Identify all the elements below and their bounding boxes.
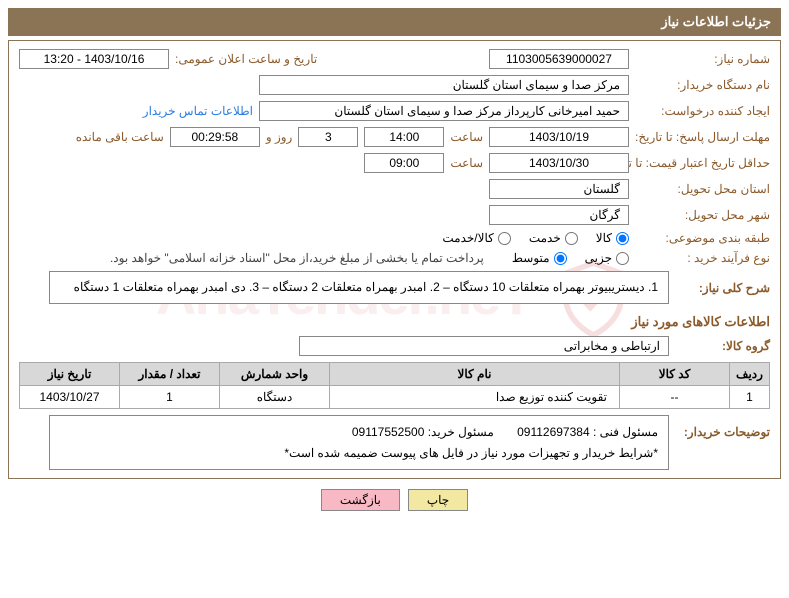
buyer-notes-box: مسئول فنی : 09112697384 مسئول خرید: 0911… [49,415,669,470]
td-date: 1403/10/27 [20,386,120,409]
description-label: شرح کلی نیاز: [675,281,770,295]
category-radio-service[interactable]: خدمت [529,231,578,245]
th-qty: تعداد / مقدار [120,363,220,386]
deadline-days-input [298,127,358,147]
deadline-time-input [364,127,444,147]
row-buyer-notes: توضیحات خریدار: مسئول فنی : 09112697384 … [19,415,770,470]
city-label: شهر محل تحویل: [635,208,770,222]
category-label: طبقه بندی موضوعی: [635,231,770,245]
province-input [489,179,629,199]
goods-table: ردیف کد کالا نام کالا واحد شمارش تعداد /… [19,362,770,409]
requester-input [259,101,629,121]
th-date: تاریخ نیاز [20,363,120,386]
buyer-contact-link[interactable]: اطلاعات تماس خریدار [143,104,253,118]
category-radio-both-input[interactable] [498,232,511,245]
buyer-notes-line1a: مسئول فنی : 09112697384 [517,425,658,439]
validity-time-label: ساعت [450,156,483,170]
category-radio-service-input[interactable] [565,232,578,245]
panel-title: جزئیات اطلاعات نیاز [661,14,771,29]
category-option-0: کالا [596,231,612,245]
td-name: تقویت کننده توزیع صدا [330,386,620,409]
goods-info-title: اطلاعات کالاهای مورد نیاز [19,314,770,330]
row-category: طبقه بندی موضوعی: کالا خدمت کالا/خدمت [19,231,770,245]
goods-group-label: گروه کالا: [675,339,770,353]
deadline-remaining-input [170,127,260,147]
validity-time-input [364,153,444,173]
purchase-type-radio-minor[interactable]: جزیی [585,251,629,265]
purchase-type-option-1: متوسط [512,251,550,265]
purchase-type-radio-group: جزیی متوسط [512,251,629,265]
th-name: نام کالا [330,363,620,386]
row-buyer-org: نام دستگاه خریدار: [19,75,770,95]
th-unit: واحد شمارش [220,363,330,386]
public-date-label: تاریخ و ساعت اعلان عمومی: [175,52,317,66]
th-code: کد کالا [620,363,730,386]
validity-label: حداقل تاریخ اعتبار قیمت: تا تاریخ: [635,156,770,170]
goods-group-input [299,336,669,356]
content-panel: شماره نیاز: تاریخ و ساعت اعلان عمومی: نا… [8,40,781,479]
back-button[interactable]: بازگشت [321,489,400,511]
deadline-time-label: ساعت [450,130,483,144]
row-city: شهر محل تحویل: [19,205,770,225]
row-need-number: شماره نیاز: تاریخ و ساعت اعلان عمومی: [19,49,770,69]
main-container: جزئیات اطلاعات نیاز شماره نیاز: تاریخ و … [0,0,789,519]
purchase-type-radio-minor-input[interactable] [616,252,629,265]
category-radio-both[interactable]: کالا/خدمت [442,231,510,245]
category-option-2: کالا/خدمت [442,231,493,245]
deadline-date-input [489,127,629,147]
table-row: 1 -- تقویت کننده توزیع صدا دستگاه 1 1403… [20,386,770,409]
td-unit: دستگاه [220,386,330,409]
th-row: ردیف [730,363,770,386]
td-code: -- [620,386,730,409]
purchase-type-note: پرداخت تمام یا بخشی از مبلغ خرید،از محل … [110,251,484,265]
td-row: 1 [730,386,770,409]
category-radio-group: کالا خدمت کالا/خدمت [442,231,629,245]
row-goods-group: گروه کالا: [19,336,770,356]
need-number-input [489,49,629,69]
purchase-type-radio-medium[interactable]: متوسط [512,251,567,265]
buyer-notes-label: توضیحات خریدار: [675,415,770,439]
row-requester: ایجاد کننده درخواست: اطلاعات تماس خریدار [19,101,770,121]
purchase-type-label: نوع فرآیند خرید : [635,251,770,265]
deadline-remaining-label: ساعت باقی مانده [76,130,164,144]
row-purchase-type: نوع فرآیند خرید : جزیی متوسط پرداخت تمام… [19,251,770,265]
buyer-org-label: نام دستگاه خریدار: [635,78,770,92]
category-option-1: خدمت [529,231,561,245]
category-radio-goods-input[interactable] [616,232,629,245]
print-button[interactable]: چاپ [408,489,468,511]
purchase-type-radio-medium-input[interactable] [554,252,567,265]
requester-label: ایجاد کننده درخواست: [635,104,770,118]
deadline-label: مهلت ارسال پاسخ: تا تاریخ: [635,130,770,144]
row-description: شرح کلی نیاز: 1. دیستریبیوتر بهمراه متعل… [19,271,770,304]
panel-header: جزئیات اطلاعات نیاز [8,8,781,36]
td-qty: 1 [120,386,220,409]
table-header-row: ردیف کد کالا نام کالا واحد شمارش تعداد /… [20,363,770,386]
need-number-label: شماره نیاز: [635,52,770,66]
category-radio-goods[interactable]: کالا [596,231,629,245]
public-date-input [19,49,169,69]
deadline-days-label: روز و [266,130,293,144]
purchase-type-option-0: جزیی [585,251,612,265]
buyer-org-input [259,75,629,95]
row-validity: حداقل تاریخ اعتبار قیمت: تا تاریخ: ساعت [19,153,770,173]
buyer-notes-line2: *شرایط خریدار و تجهیزات مورد نیاز در فای… [60,443,658,463]
row-province: استان محل تحویل: [19,179,770,199]
validity-date-input [489,153,629,173]
city-input [489,205,629,225]
row-deadline: مهلت ارسال پاسخ: تا تاریخ: ساعت روز و سا… [19,127,770,147]
province-label: استان محل تحویل: [635,182,770,196]
buyer-notes-line1b: مسئول خرید: 09117552500 [352,425,494,439]
button-row: چاپ بازگشت [8,489,781,511]
description-box: 1. دیستریبیوتر بهمراه متعلقات 10 دستگاه … [49,271,669,304]
